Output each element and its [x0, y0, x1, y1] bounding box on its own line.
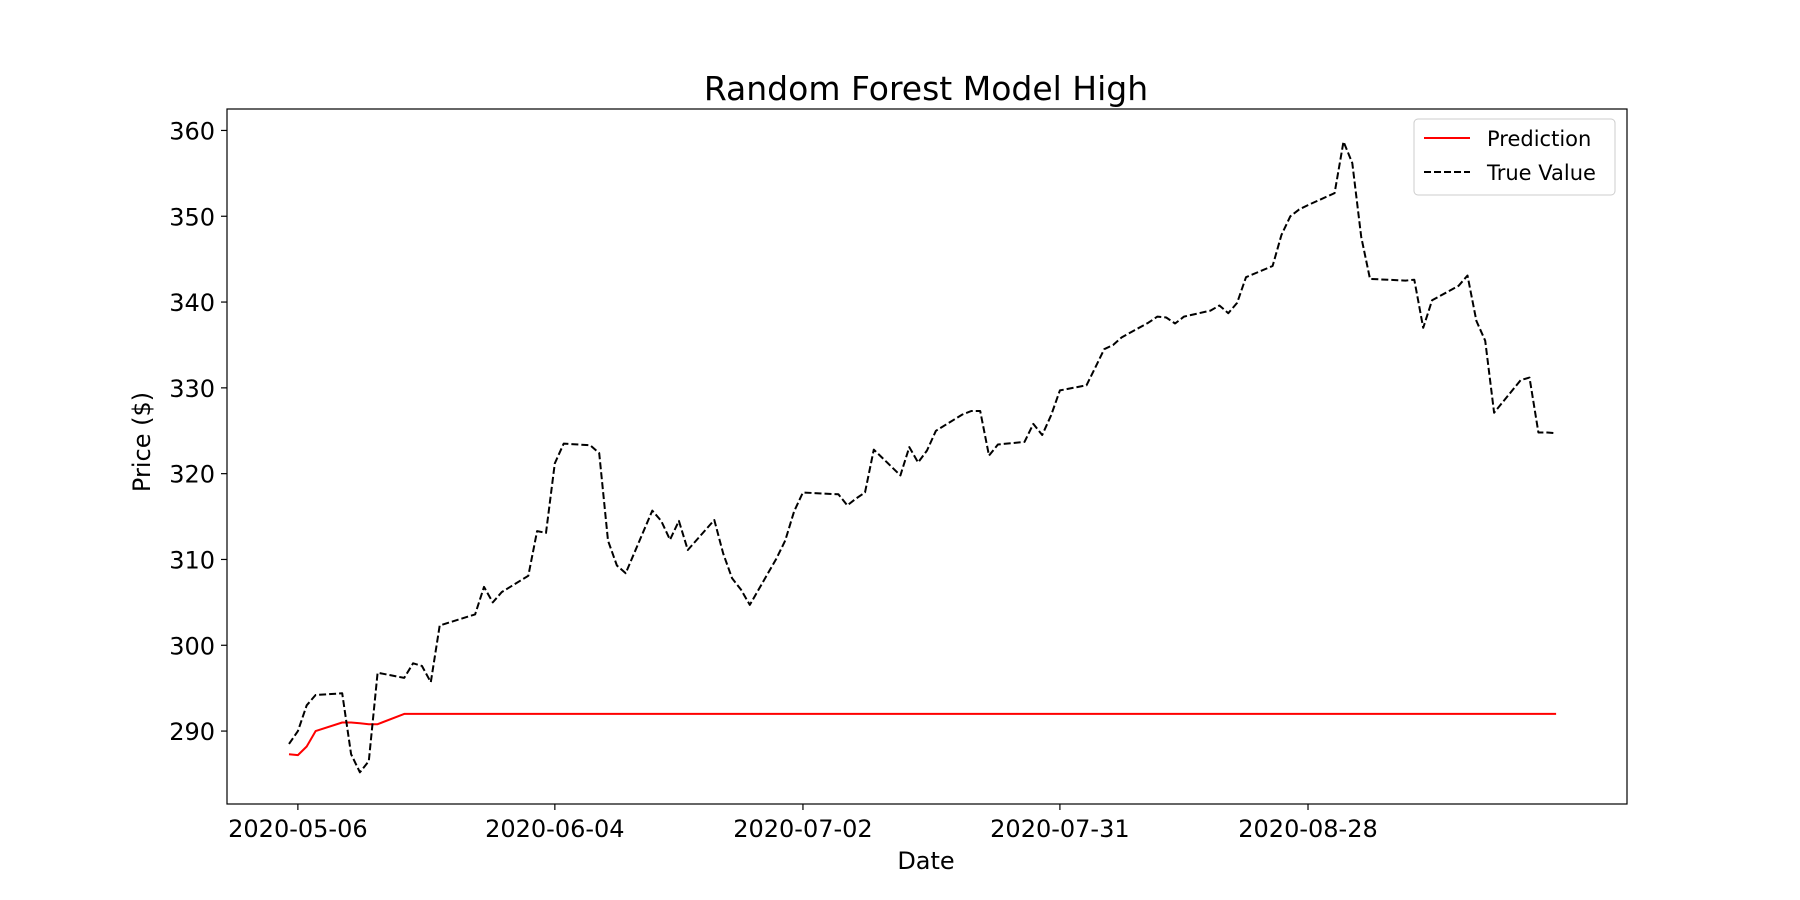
x-tick-label: 2020-07-02: [733, 815, 872, 843]
y-tick-label: 350: [169, 203, 215, 231]
legend-label-true-value: True Value: [1486, 161, 1596, 185]
legend-label-prediction: Prediction: [1487, 127, 1591, 151]
plot-frame: [226, 108, 1628, 805]
plot-area: [226, 108, 1628, 805]
y-axis: 290 300 310 320 330 340 350 360: [169, 117, 227, 746]
legend: Prediction True Value: [1413, 118, 1616, 196]
x-axis: 2020-05-06 2020-06-04 2020-07-02 2020-07-31…: [228, 804, 1378, 843]
x-tick-label: 2020-05-06: [228, 815, 367, 843]
x-axis-title: Date: [897, 847, 954, 875]
series-line-prediction: [288, 712, 1557, 757]
y-axis-title: Price ($): [128, 392, 156, 492]
x-tick-label: 2020-08-28: [1238, 815, 1377, 843]
x-tick-label: 2020-06-04: [485, 815, 624, 843]
chart-title: Random Forest Model High: [704, 69, 1148, 108]
y-tick-label: 290: [169, 718, 215, 746]
y-tick-label: 330: [169, 375, 215, 403]
series-line-true-value: [288, 140, 1557, 774]
x-tick-label: 2020-07-31: [990, 815, 1129, 843]
y-tick-label: 340: [169, 289, 215, 317]
y-tick-label: 310: [169, 546, 215, 574]
y-tick-label: 300: [169, 632, 215, 660]
y-tick-label: 320: [169, 461, 215, 489]
y-tick-label: 360: [169, 117, 215, 145]
